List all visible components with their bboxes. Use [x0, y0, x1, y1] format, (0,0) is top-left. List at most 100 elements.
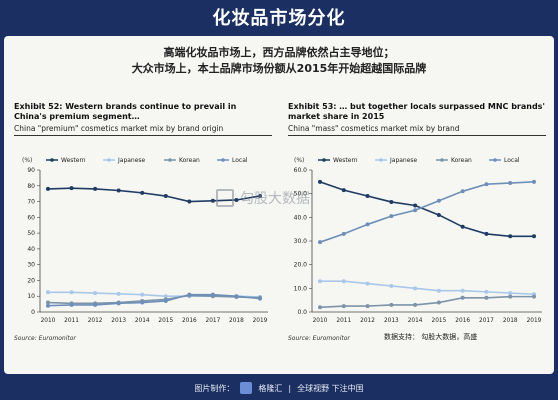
x-tick-label: 2017: [479, 318, 494, 324]
exhibit-53-rule: [288, 135, 546, 136]
legend-label-japanese: Japanese: [117, 157, 146, 164]
footer-brand: 格隆汇: [258, 383, 283, 393]
data-point-western: [187, 199, 192, 204]
x-tick-label: 2014: [408, 318, 423, 324]
data-point-japanese: [116, 291, 121, 296]
data-point-western: [460, 224, 465, 229]
data-point-western: [234, 197, 239, 202]
footer-slogan: 全球视野 下注中国: [297, 383, 364, 393]
data-point-western: [318, 179, 322, 184]
data-point-korean: [508, 294, 513, 299]
y-tick-label: 20.0: [294, 262, 308, 269]
data-point-local: [163, 298, 168, 303]
footer-divider: |: [288, 383, 292, 393]
data-point-local: [258, 296, 262, 301]
data-point-japanese: [46, 290, 50, 295]
data-point-japanese: [365, 281, 370, 286]
y-tick-label: 0: [31, 309, 35, 316]
data-point-local: [210, 292, 215, 297]
chart-exhibit-53: (%) Western Japanese Korean Local 0.0 10.0 20.0…: [294, 157, 542, 324]
data-point-western: [46, 186, 50, 191]
legend-marker-western: [322, 158, 326, 162]
y-tick-label: 40.0: [294, 214, 308, 221]
x-tick-label: 2010: [313, 318, 328, 324]
data-point-western: [413, 203, 418, 208]
series-line-local: [319, 181, 535, 243]
legend-label-korean: Korean: [451, 157, 472, 164]
data-point-japanese: [413, 286, 418, 291]
y-tick-label: 60.0: [294, 167, 308, 174]
y-tick-label: 10.0: [294, 285, 308, 292]
legend-marker-local: [221, 158, 225, 162]
data-point-korean: [341, 304, 346, 309]
data-point-japanese: [460, 288, 465, 293]
data-point-korean: [46, 300, 50, 305]
legend-marker-japanese: [379, 158, 383, 162]
y-tick-label: 60: [27, 214, 35, 221]
y-tick-label: 40: [27, 246, 35, 253]
data-point-japanese: [484, 289, 489, 294]
legend-label-local: Local: [504, 157, 520, 164]
data-point-japanese: [341, 279, 346, 284]
y-tick-label: 50: [27, 230, 35, 237]
exhibit-53-source: Source: Euromonitor: [288, 335, 350, 342]
series-line-local: [47, 293, 261, 307]
data-point-local: [46, 303, 50, 308]
data-point-western: [341, 188, 346, 193]
data-point-local: [93, 302, 98, 307]
data-point-korean: [389, 302, 394, 307]
x-tick-label: 2019: [253, 318, 268, 324]
legend-marker-japanese: [107, 158, 111, 162]
watermark-text: 勾股大数据: [240, 191, 310, 207]
y-tick-label: 30: [27, 262, 35, 269]
legend-marker-korean: [440, 158, 444, 162]
subtitle-line-1: 高端化妆品市场上，西方品牌依然占主导地位；: [163, 46, 395, 59]
data-point-western: [484, 231, 489, 236]
x-tick-label: 2013: [384, 318, 399, 324]
data-point-local: [484, 182, 489, 187]
data-point-western: [365, 194, 370, 199]
x-tick-label: 2017: [206, 318, 221, 324]
brand-logo-icon: [240, 382, 253, 394]
y-unit-label: (%): [294, 157, 304, 164]
y-unit-label: (%): [22, 157, 32, 164]
data-point-korean: [318, 305, 322, 310]
data-point-local: [436, 198, 441, 203]
series-line-western: [47, 187, 261, 203]
y-tick-label: 30.0: [294, 238, 308, 245]
series-line-western: [319, 181, 534, 238]
legend-label-local: Local: [232, 157, 248, 164]
data-point-japanese: [389, 283, 394, 288]
watermark: 勾股大数据: [216, 188, 310, 208]
chart-exhibit-52: (%) Western Japanese Korean Local 0 10 20 30 40 50…: [22, 157, 268, 324]
exhibit-53-title: Exhibit 53: … but together locals surpas…: [288, 102, 545, 121]
x-tick-label: 2014: [135, 318, 150, 324]
y-tick-label: 70: [27, 199, 35, 206]
data-point-japanese: [163, 294, 168, 299]
exhibit-52-source: Source: Euromonitor: [14, 335, 76, 342]
data-point-western: [163, 194, 168, 199]
legend-label-korean: Korean: [179, 157, 200, 164]
legend-label-japanese: Japanese: [389, 157, 418, 164]
data-point-japanese: [93, 291, 98, 296]
x-tick-label: 2015: [158, 318, 173, 324]
legend-label-western: Western: [333, 157, 358, 164]
series-line-korean: [47, 294, 261, 305]
content-card: 高端化妆品市场上，西方品牌依然占主导地位； 大众市场上，本土品牌市场份额从201…: [4, 36, 554, 374]
x-tick-label: 2018: [229, 318, 244, 324]
y-tick-label: 20: [27, 277, 35, 284]
x-tick-label: 2018: [503, 318, 518, 324]
data-point-western: [116, 188, 121, 193]
data-point-western: [140, 190, 145, 195]
data-point-korean: [365, 304, 370, 309]
banner: 化妆品市场分化: [0, 0, 558, 34]
data-point-local: [508, 181, 513, 186]
legend-marker-western: [50, 158, 54, 162]
legend-marker-korean: [168, 158, 172, 162]
data-point-local: [69, 302, 74, 307]
x-tick-label: 2011: [64, 318, 79, 324]
data-point-japanese: [69, 290, 74, 295]
x-tick-label: 2019: [527, 318, 542, 324]
x-tick-label: 2011: [336, 318, 351, 324]
data-point-western: [436, 212, 441, 217]
